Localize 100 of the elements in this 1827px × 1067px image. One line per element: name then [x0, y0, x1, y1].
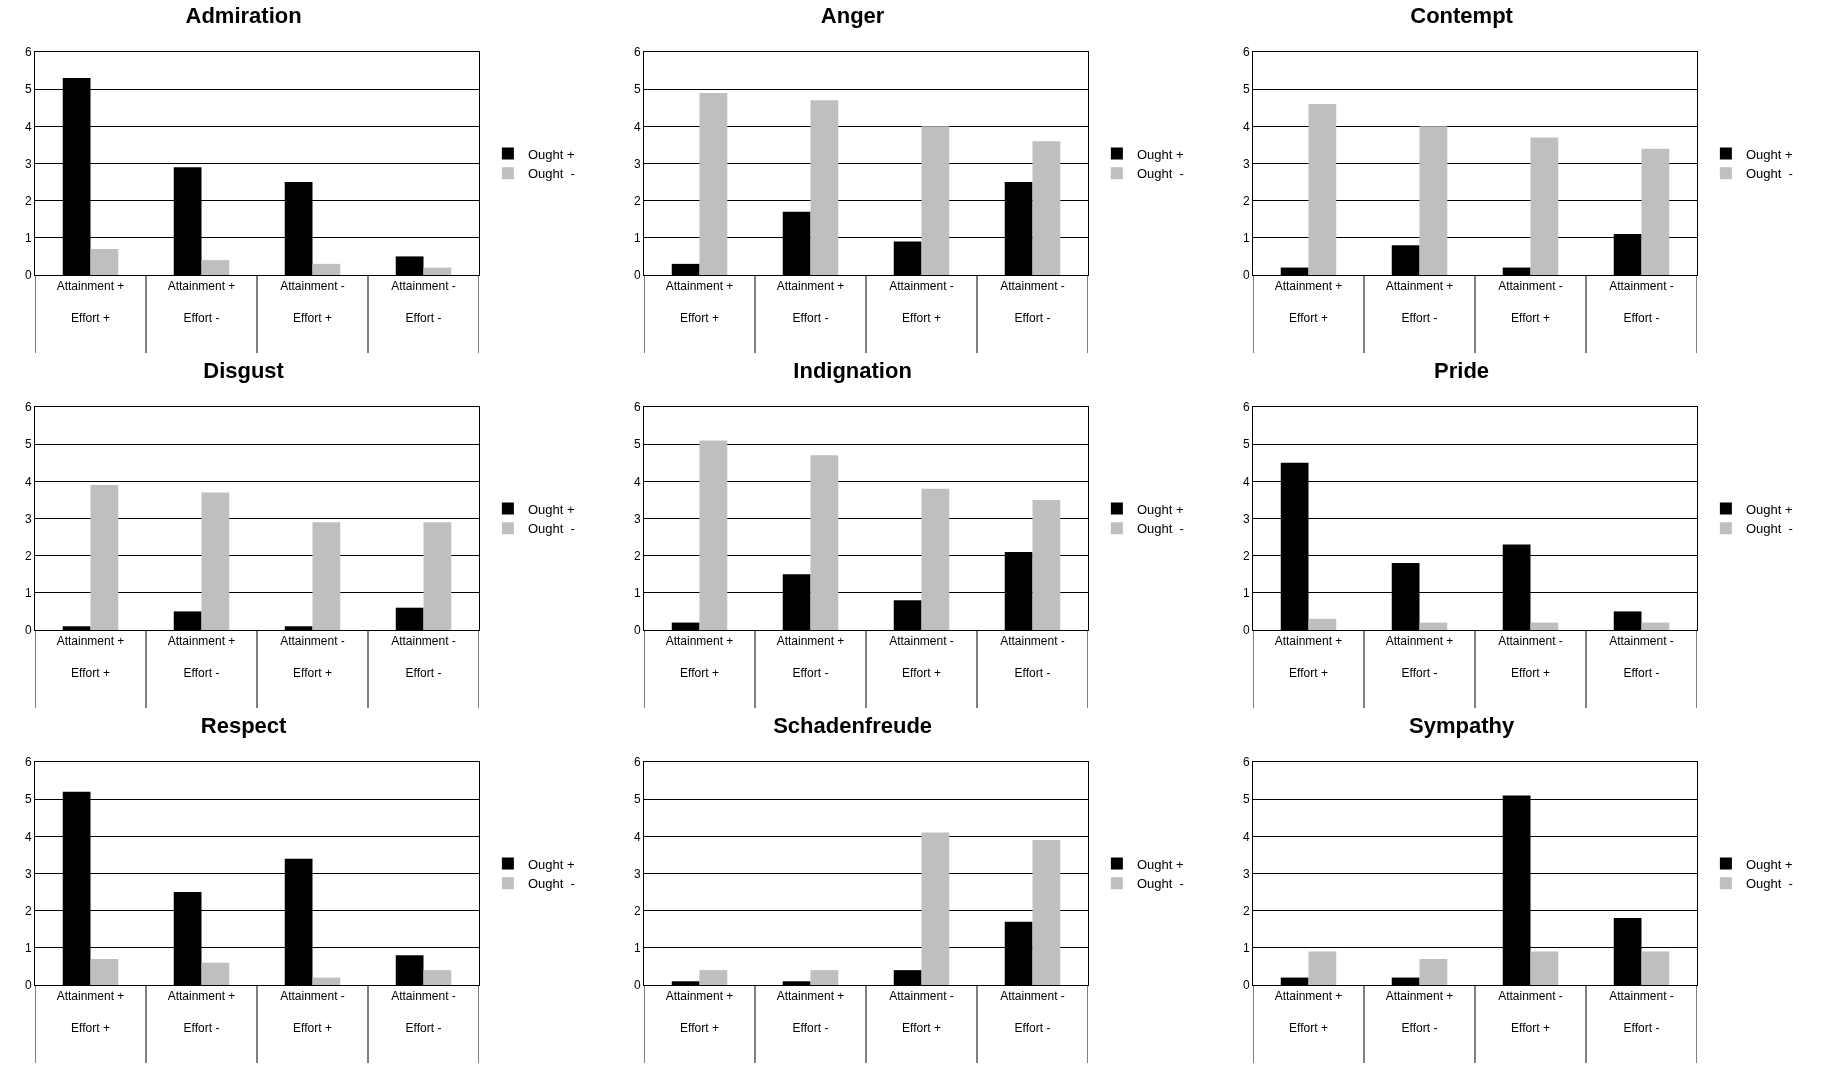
y-tick-label: 4 — [633, 829, 641, 844]
y-tick-label: 2 — [1242, 548, 1250, 563]
y-tick-label: 2 — [633, 193, 641, 208]
category-label: Attainment - Effort + — [1498, 989, 1563, 1035]
y-tick-label: 0 — [633, 623, 641, 638]
y-tick-label: 3 — [633, 156, 641, 171]
y-tick-label: 6 — [1242, 755, 1250, 770]
chart-title: Respect — [200, 712, 288, 738]
y-tick-label: 0 — [24, 978, 32, 993]
y-tick-label: 5 — [1242, 792, 1250, 807]
category-label: Attainment - Effort - — [1609, 279, 1674, 325]
legend-label: Ought + — [527, 501, 575, 517]
y-tick-label: 0 — [1242, 978, 1250, 993]
bar — [921, 126, 950, 275]
y-tick-label: 6 — [1242, 45, 1250, 60]
y-tick-label: 3 — [1242, 866, 1250, 881]
y-tick-label: 3 — [1242, 156, 1250, 171]
category-label: Attainment - Effort + — [889, 279, 954, 325]
y-tick-label: 1 — [633, 586, 641, 601]
bar — [1530, 137, 1559, 275]
bar — [810, 970, 839, 985]
bar — [921, 832, 950, 985]
bar — [423, 522, 452, 630]
chart-title: Indignation — [793, 357, 912, 383]
y-tick-label: 0 — [633, 978, 641, 993]
y-tick-label: 5 — [633, 792, 641, 807]
category-label: Attainment + Effort - — [776, 989, 845, 1035]
category-label: Attainment + Effort + — [665, 279, 734, 325]
bar — [699, 440, 728, 630]
bar — [1032, 499, 1061, 630]
bar — [1419, 622, 1448, 630]
y-tick-label: 3 — [633, 866, 641, 881]
bar — [423, 970, 452, 985]
y-tick-label: 6 — [633, 45, 641, 60]
bar — [1308, 104, 1337, 275]
bar — [90, 248, 119, 275]
y-tick-label: 0 — [1242, 623, 1250, 638]
legend-label: Ought - — [1136, 521, 1184, 537]
category-label: Attainment - Effort + — [1498, 279, 1563, 325]
legend-label: Ought - — [1136, 166, 1184, 182]
legend-label: Ought + — [1136, 146, 1184, 162]
category-label: Attainment + Effort - — [1385, 634, 1454, 680]
category-label: Attainment + Effort + — [56, 634, 125, 680]
legend-label: Ought + — [1745, 501, 1793, 517]
bar — [1641, 148, 1670, 275]
chart-title: Sympathy — [1409, 712, 1515, 738]
y-tick-label: 6 — [633, 400, 641, 415]
y-tick-label: 4 — [1242, 119, 1250, 134]
bar — [1419, 126, 1448, 275]
bar — [90, 958, 119, 985]
y-tick-label: 0 — [24, 623, 32, 638]
y-tick-label: 6 — [24, 400, 32, 415]
category-label: Attainment - Effort - — [391, 279, 456, 325]
category-label: Attainment - Effort - — [1000, 989, 1065, 1035]
bar — [1308, 618, 1337, 630]
category-label: Attainment - Effort - — [1000, 279, 1065, 325]
category-label: Attainment + Effort + — [1274, 989, 1343, 1035]
category-label: Attainment + Effort - — [776, 634, 845, 680]
y-tick-label: 5 — [24, 437, 32, 452]
y-tick-label: 1 — [1242, 231, 1250, 246]
category-label: Attainment + Effort - — [167, 634, 236, 680]
y-tick-label: 4 — [1242, 829, 1250, 844]
chart-title: Pride — [1434, 357, 1490, 383]
legend-label: Ought - — [527, 876, 575, 892]
category-label: Attainment + Effort + — [56, 279, 125, 325]
bar — [312, 263, 341, 275]
legend-label: Ought + — [1136, 501, 1184, 517]
y-tick-label: 2 — [24, 548, 32, 563]
y-tick-label: 1 — [24, 941, 32, 956]
legend-label: Ought - — [1136, 876, 1184, 892]
bar — [921, 488, 950, 630]
category-label: Attainment + Effort + — [1274, 634, 1343, 680]
category-label: Attainment - Effort + — [889, 634, 954, 680]
bar — [1032, 840, 1061, 985]
y-tick-label: 5 — [633, 437, 641, 452]
bar — [1308, 951, 1337, 985]
legend-label: Ought - — [527, 521, 575, 537]
bar — [1530, 622, 1559, 630]
chart-title: Disgust — [203, 357, 285, 383]
bar — [810, 455, 839, 630]
bar — [423, 267, 452, 275]
category-label: Attainment + Effort - — [167, 989, 236, 1035]
category-label: Attainment - Effort + — [280, 634, 345, 680]
y-tick-label: 5 — [1242, 82, 1250, 97]
bar — [1032, 141, 1061, 275]
legend-label: Ought + — [527, 856, 575, 872]
y-tick-label: 4 — [633, 474, 641, 489]
chart-title: Admiration — [185, 2, 302, 28]
y-tick-label: 2 — [24, 903, 32, 918]
bar — [1530, 951, 1559, 985]
y-tick-label: 3 — [24, 511, 32, 526]
category-label: Attainment + Effort - — [776, 279, 845, 325]
y-tick-label: 5 — [1242, 437, 1250, 452]
category-label: Attainment + Effort + — [665, 634, 734, 680]
bar — [810, 100, 839, 275]
y-tick-label: 3 — [633, 511, 641, 526]
category-label: Attainment + Effort + — [56, 989, 125, 1035]
y-tick-label: 4 — [24, 474, 32, 489]
y-tick-label: 3 — [24, 866, 32, 881]
category-label: Attainment + Effort + — [1274, 279, 1343, 325]
